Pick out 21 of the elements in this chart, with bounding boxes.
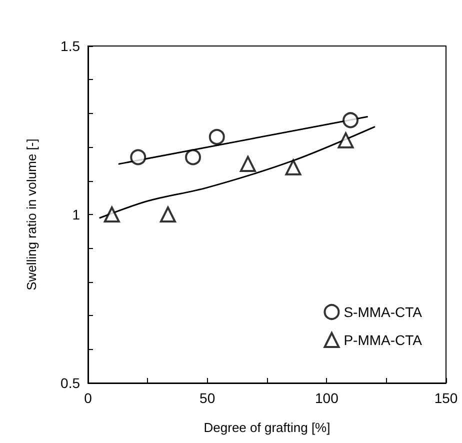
y-tick-label: 0.5: [60, 375, 80, 391]
point: [185, 149, 202, 166]
point: [285, 159, 302, 176]
point: [130, 149, 146, 166]
x-axis-title: Degree of grafting [%]: [204, 420, 330, 435]
line-series: [99, 126, 376, 219]
x-tick-label: 100: [314, 390, 339, 406]
point: [240, 156, 256, 172]
y-tick-label: 1: [72, 206, 80, 222]
point: [160, 206, 176, 222]
y-axis-title: Swelling ratio in volume [-]: [24, 138, 39, 290]
point: [208, 128, 225, 145]
legend-label: P-MMA-CTA: [344, 332, 423, 348]
legend-label: S-MMA-CTA: [344, 304, 423, 320]
x-tick-label: 0: [84, 390, 92, 406]
point: [342, 112, 359, 128]
point: [104, 206, 120, 222]
x-tick-label: 150: [434, 390, 458, 406]
x-tick-label: 50: [200, 390, 216, 406]
y-tick-label: 1.5: [60, 38, 80, 54]
point: [338, 132, 354, 148]
